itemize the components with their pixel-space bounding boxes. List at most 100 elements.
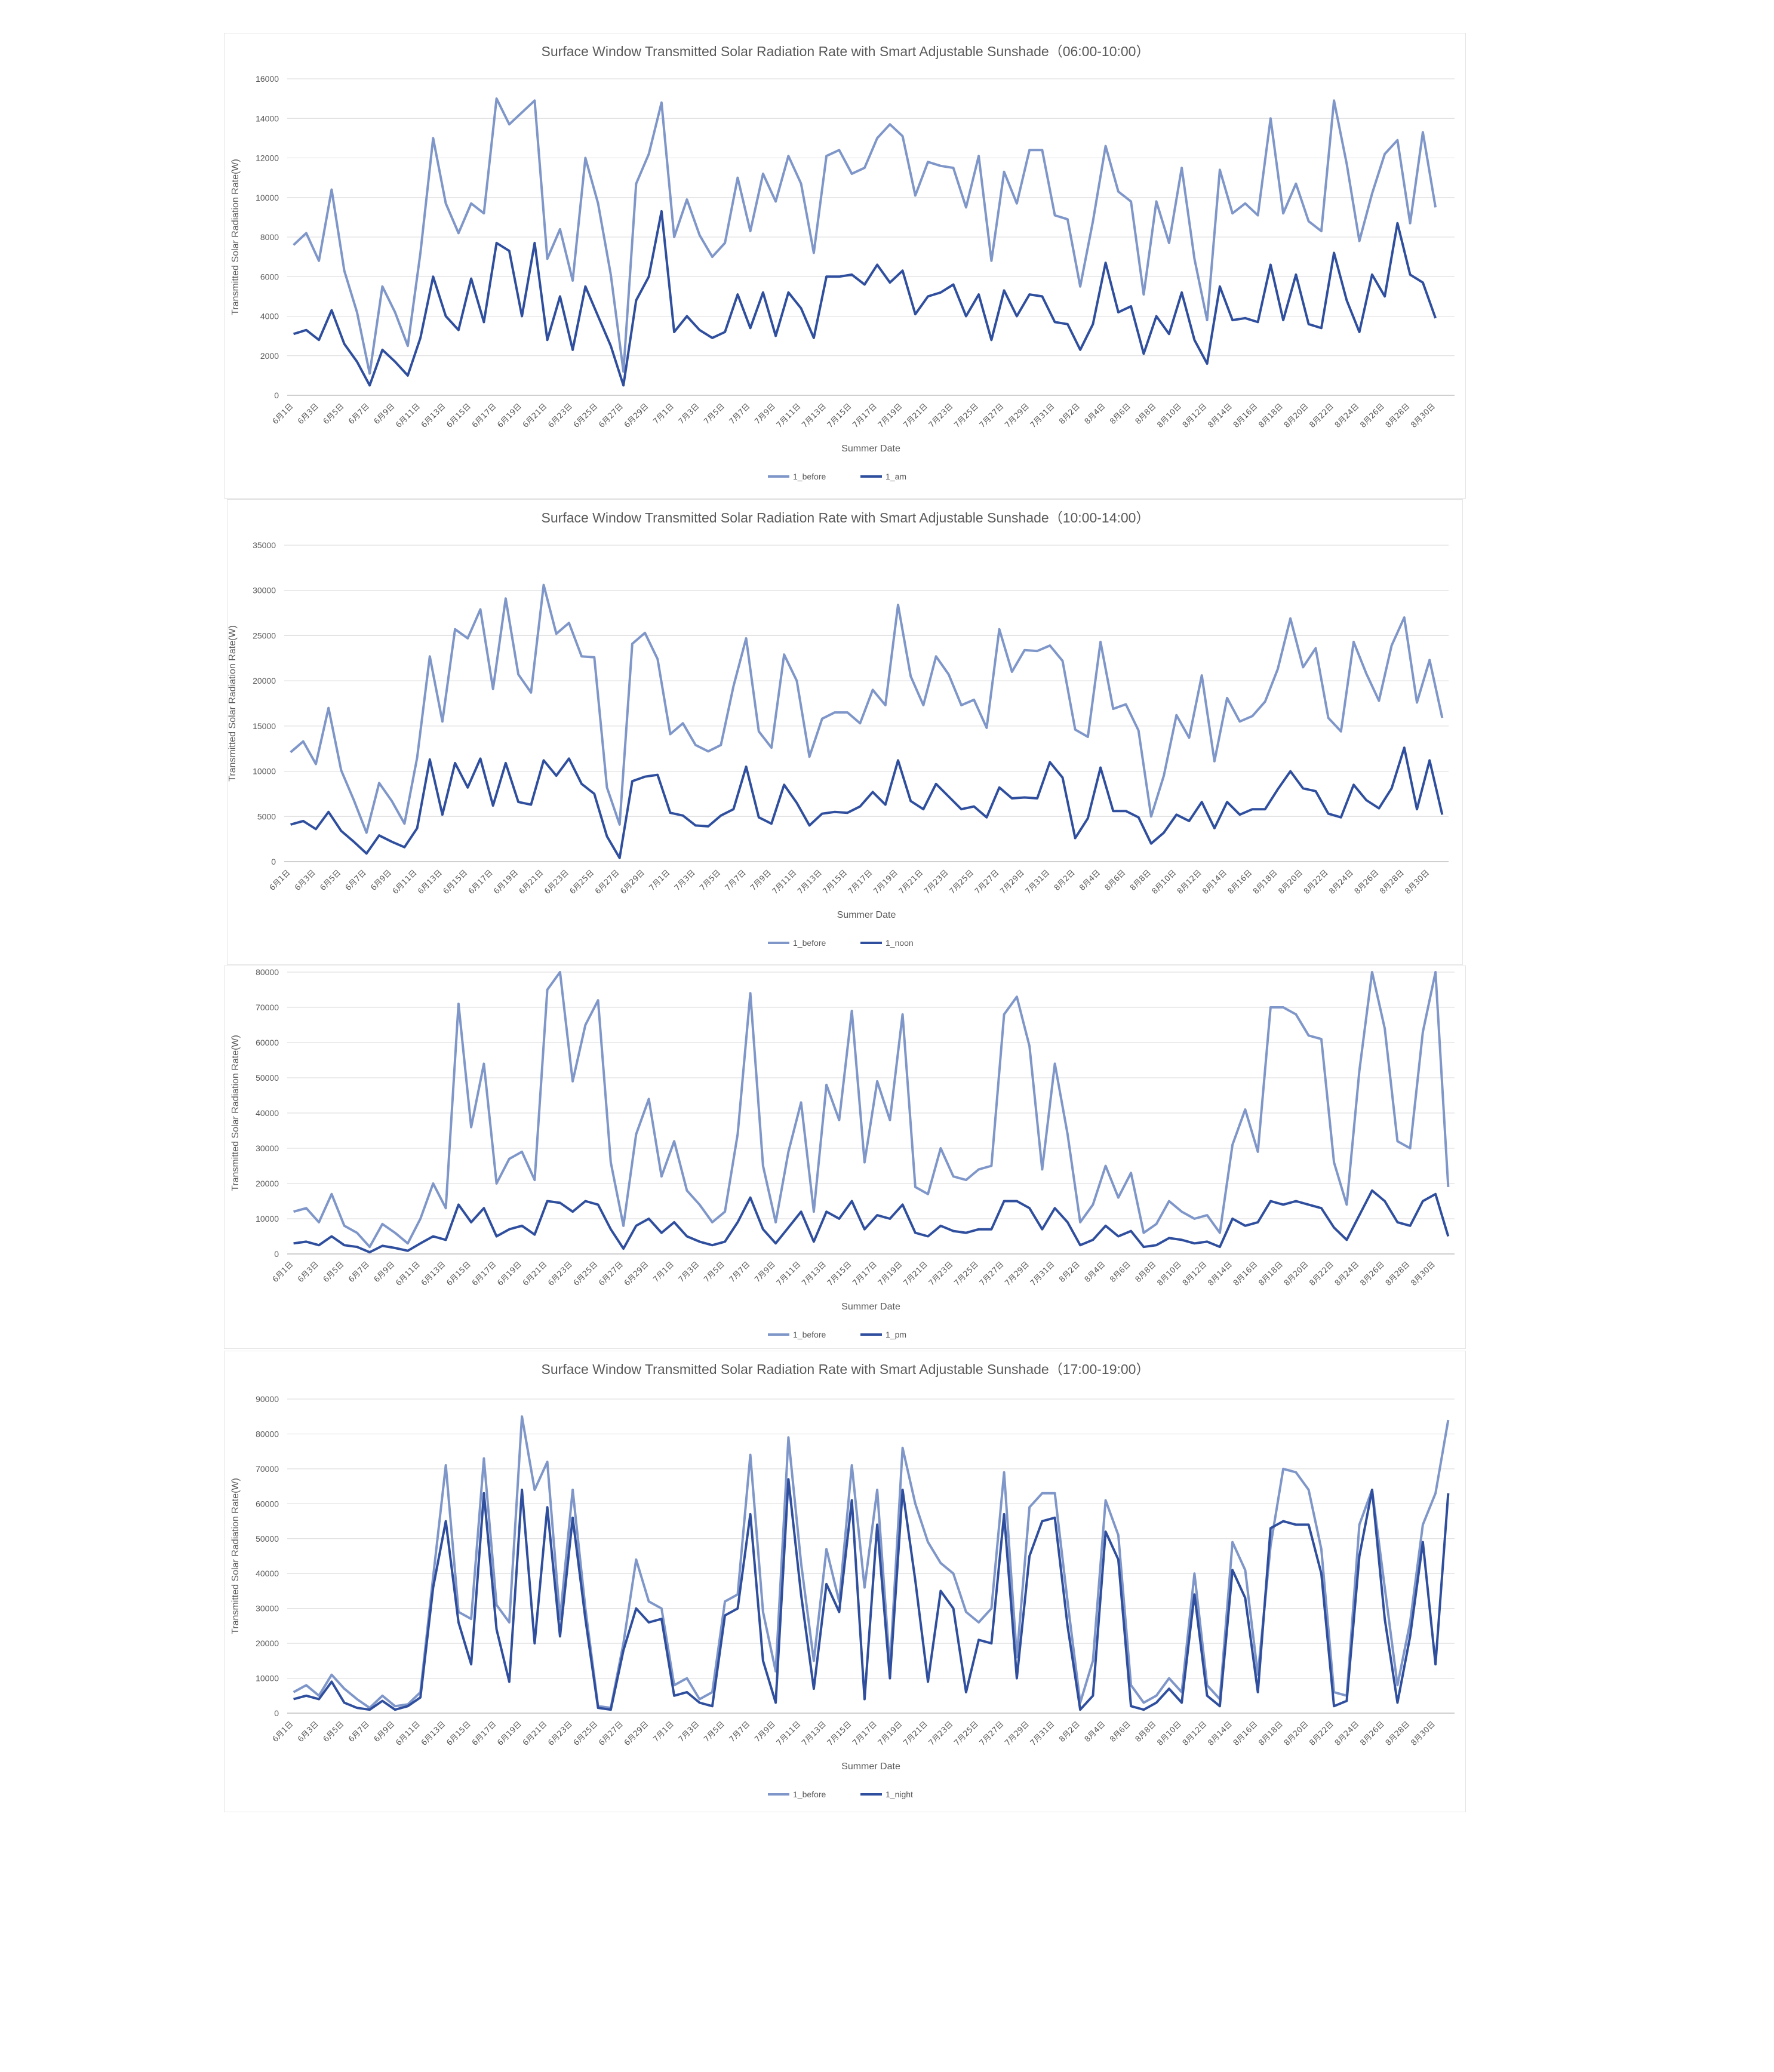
x-tick-label: 7月5日 [702,1260,727,1284]
x-tick-label: 8月12日 [1181,1260,1209,1288]
x-tick-label: 6月15日 [445,1260,473,1288]
y-tick-label: 0 [274,1708,279,1718]
x-tick-label: 8月2日 [1053,868,1077,893]
x-tick-label: 8月14日 [1206,402,1234,430]
x-tick-label: 7月21日 [902,402,930,430]
x-tick-label: 7月7日 [728,402,752,426]
x-tick-label: 6月1日 [271,1720,296,1744]
chart-panel-noon: Surface Window Transmitted Solar Radiati… [227,499,1463,965]
x-tick-label: 7月25日 [952,402,980,430]
x-tick-label: 8月20日 [1283,1260,1311,1288]
x-tick-label: 7月13日 [796,868,824,896]
x-tick-label: 6月17日 [471,1720,499,1748]
x-tick-label: 8月22日 [1302,868,1330,896]
x-tick-label: 6月15日 [442,868,470,896]
y-tick-label: 10000 [253,767,276,776]
x-tick-label: 8月20日 [1283,1720,1311,1748]
legend-label: 1_before [793,938,826,948]
x-tick-label: 8月28日 [1384,1260,1412,1288]
y-tick-label: 40000 [256,1108,279,1118]
x-tick-label: 7月23日 [927,1720,955,1748]
x-tick-label: 6月13日 [420,1720,448,1748]
x-tick-label: 7月27日 [978,1260,1006,1288]
y-tick-label: 15000 [253,721,276,731]
x-tick-label: 6月1日 [268,868,293,893]
chart-svg: Surface Window Transmitted Solar Radiati… [230,44,1455,481]
x-tick-label: 7月11日 [775,1720,803,1748]
x-tick-label: 7月29日 [1003,402,1031,430]
x-tick-label: 8月2日 [1057,1260,1082,1284]
x-tick-label: 7月29日 [998,868,1026,896]
y-tick-label: 60000 [256,1038,279,1047]
x-tick-label: 6月25日 [568,868,597,896]
x-tick-label: 6月17日 [471,402,499,430]
legend-label: 1_before [793,1790,826,1799]
x-tick-label: 6月7日 [347,1720,371,1744]
y-tick-label: 50000 [256,1073,279,1083]
x-tick-label: 8月30日 [1409,402,1437,430]
x-tick-label: 7月21日 [897,868,926,896]
x-tick-label: 8月2日 [1057,1720,1082,1744]
x-tick-label: 8月30日 [1409,1720,1437,1748]
legend-label: 1_pm [886,1330,906,1339]
y-tick-label: 35000 [253,540,276,550]
x-tick-label: 7月5日 [698,868,722,893]
x-tick-label: 8月26日 [1353,868,1381,896]
y-tick-label: 80000 [256,1429,279,1438]
y-tick-label: 2000 [260,351,279,361]
x-tick-label: 8月14日 [1206,1720,1234,1748]
x-tick-label: 6月13日 [416,868,444,896]
x-tick-label: 7月21日 [902,1720,930,1748]
x-tick-label: 8月12日 [1181,1720,1209,1748]
x-tick-label: 8月24日 [1333,1260,1361,1288]
series-line-1_before [290,583,1444,834]
chart-title: Surface Window Transmitted Solar Radiati… [542,44,1150,59]
x-tick-label: 8月24日 [1333,1720,1361,1748]
x-tick-label: 8月14日 [1201,868,1229,896]
x-tick-label: 8月28日 [1384,402,1412,430]
x-tick-label: 7月13日 [800,1260,828,1288]
x-tick-label: 8月4日 [1083,1260,1108,1284]
x-axis-label: Summer Date [841,1761,900,1772]
x-tick-label: 6月11日 [394,1260,422,1288]
x-tick-label: 7月1日 [648,868,672,893]
x-tick-label: 6月11日 [391,868,419,896]
x-tick-label: 6月19日 [496,402,524,430]
y-tick-label: 4000 [260,312,279,321]
x-tick-label: 6月23日 [546,1720,574,1748]
x-tick-label: 6月19日 [496,1260,524,1288]
x-tick-label: 7月19日 [877,402,905,430]
x-axis-label: Summer Date [841,1302,900,1312]
x-tick-label: 6月3日 [296,1720,321,1744]
chart-panel-evening: Surface Window Transmitted Solar Radiati… [224,1351,1466,1812]
x-tick-label: 8月6日 [1103,868,1128,893]
x-tick-label: 6月21日 [521,1720,549,1748]
x-tick-label: 6月29日 [623,1720,651,1748]
x-tick-label: 8月16日 [1226,868,1255,896]
x-tick-label: 6月25日 [572,1720,600,1748]
x-tick-label: 6月23日 [546,402,574,430]
x-tick-label: 7月9日 [753,402,777,426]
x-tick-label: 8月30日 [1409,1260,1437,1288]
x-tick-label: 7月31日 [1029,402,1057,430]
x-tick-label: 6月3日 [293,868,318,893]
x-tick-label: 7月3日 [677,1720,702,1744]
x-tick-label: 7月25日 [952,1260,980,1288]
y-tick-label: 40000 [256,1569,279,1578]
y-tick-label: 10000 [256,1674,279,1683]
y-tick-label: 70000 [256,1464,279,1474]
x-tick-label: 6月25日 [572,402,600,430]
x-tick-label: 6月29日 [619,868,647,896]
x-tick-label: 6月17日 [471,1260,499,1288]
legend-label: 1_am [886,472,906,481]
x-tick-label: 6月19日 [496,1720,524,1748]
x-tick-label: 7月3日 [677,1260,702,1284]
x-tick-label: 8月26日 [1358,1260,1386,1288]
x-tick-label: 7月19日 [872,868,900,896]
y-axis-label: Transmitted Solar Radiation Rate(W) [230,159,241,315]
x-tick-label: 7月31日 [1029,1720,1057,1748]
x-tick-label: 7月25日 [948,868,976,896]
x-tick-label: 7月15日 [826,1260,854,1288]
x-tick-label: 7月15日 [826,1720,854,1748]
x-tick-label: 6月27日 [597,402,625,430]
